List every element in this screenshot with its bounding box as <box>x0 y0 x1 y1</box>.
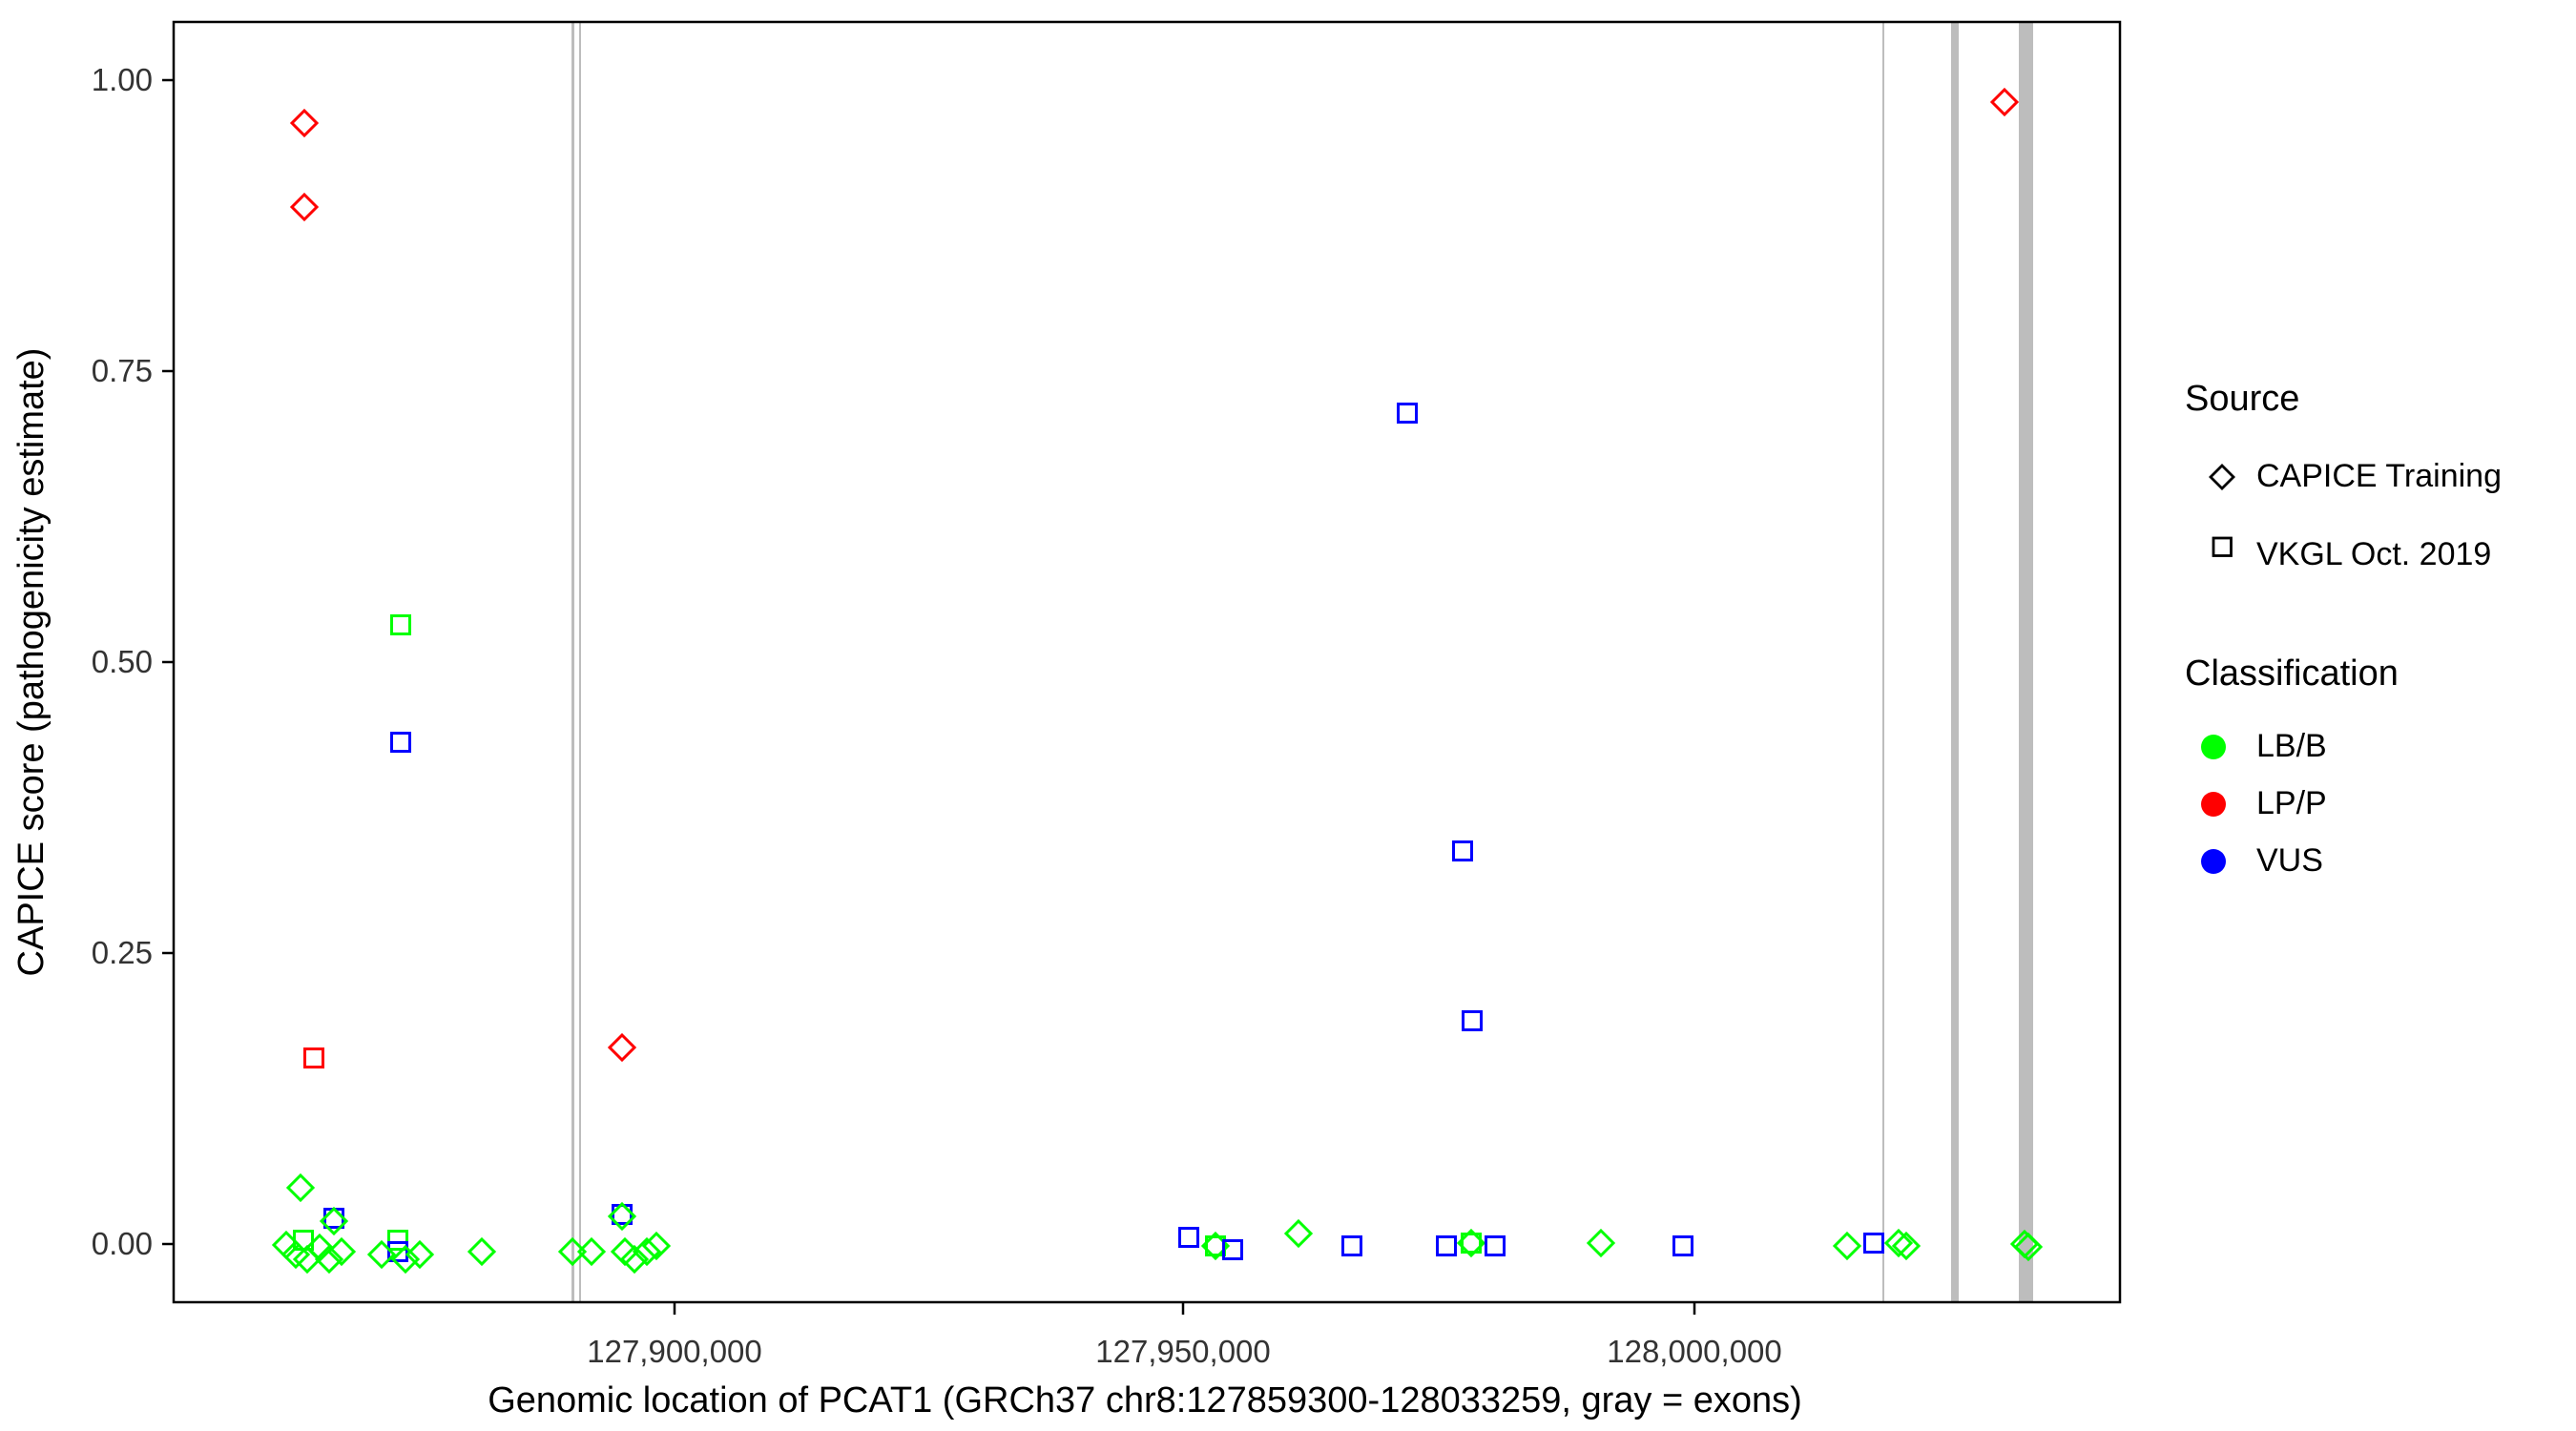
svg-text:CAPICE Training: CAPICE Training <box>2256 458 2502 494</box>
svg-text:LP/P: LP/P <box>2256 785 2327 821</box>
svg-text:VKGL Oct. 2019: VKGL Oct. 2019 <box>2256 536 2491 572</box>
svg-text:0.00: 0.00 <box>92 1226 153 1261</box>
svg-text:Genomic location of PCAT1 (GRC: Genomic location of PCAT1 (GRCh37 chr8:1… <box>488 1380 1802 1421</box>
svg-text:127,900,000: 127,900,000 <box>587 1334 762 1369</box>
svg-text:127,950,000: 127,950,000 <box>1095 1334 1271 1369</box>
svg-text:Classification: Classification <box>2185 653 2399 694</box>
svg-text:Source: Source <box>2185 379 2299 419</box>
svg-text:CAPICE score (pathogenicity es: CAPICE score (pathogenicity estimate) <box>11 348 52 977</box>
svg-text:0.25: 0.25 <box>92 935 153 970</box>
svg-text:LB/B: LB/B <box>2256 728 2327 764</box>
svg-text:VUS: VUS <box>2256 842 2323 879</box>
svg-text:1.00: 1.00 <box>92 62 153 97</box>
svg-text:0.50: 0.50 <box>92 644 153 679</box>
svg-text:128,000,000: 128,000,000 <box>1607 1334 1782 1369</box>
svg-text:0.75: 0.75 <box>92 353 153 388</box>
